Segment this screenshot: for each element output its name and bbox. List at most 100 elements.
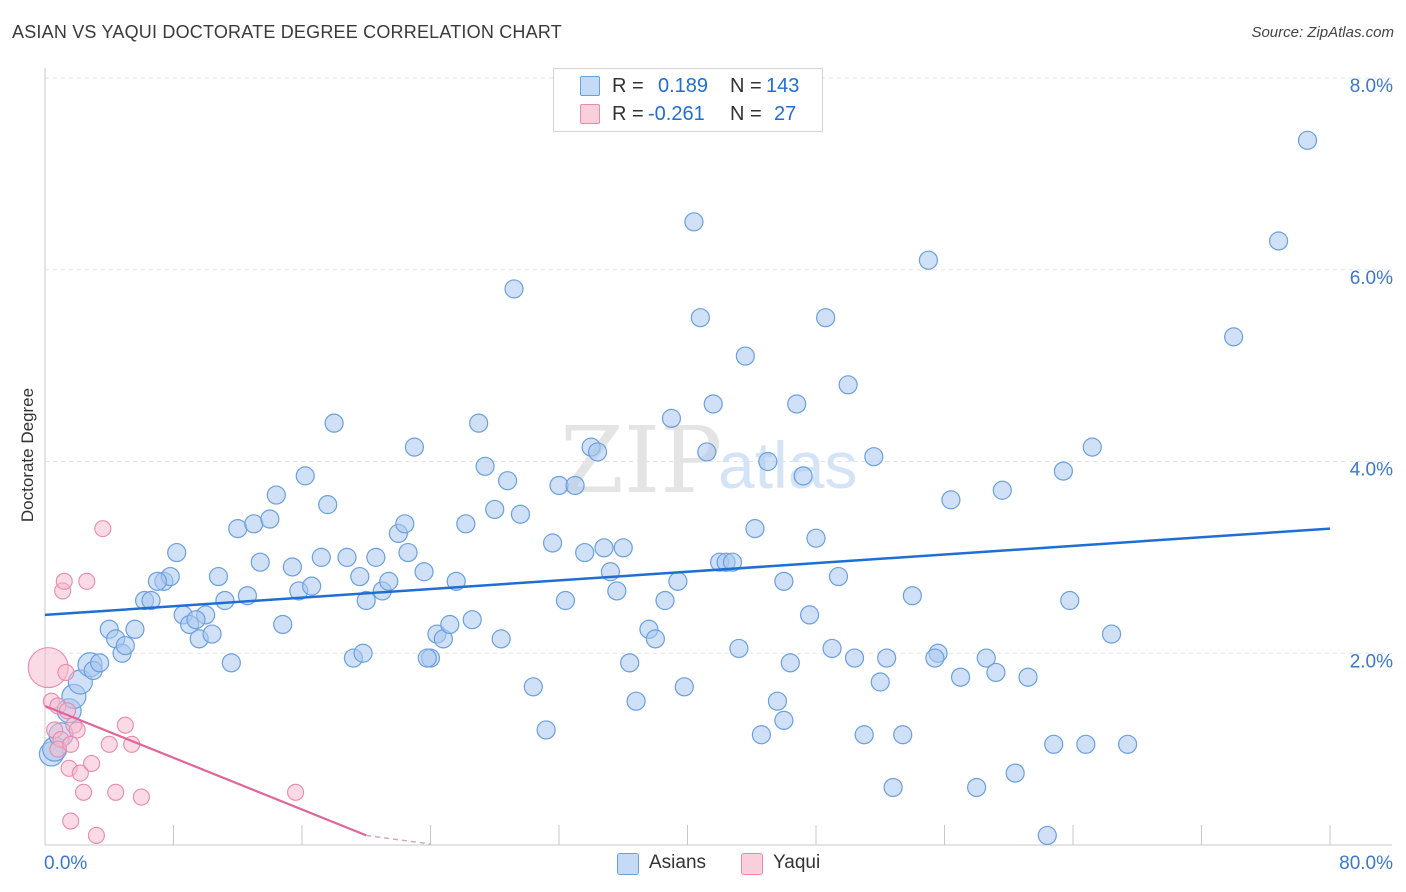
asians-point <box>366 547 386 567</box>
source-label: Source: ZipAtlas.com <box>1251 24 1394 41</box>
y-tick-labels: 2.0% 4.0% 6.0% 8.0% <box>1350 76 1393 672</box>
legend-swatch-yaqui <box>580 104 600 124</box>
asians-point <box>318 495 338 515</box>
asians-point <box>141 590 161 611</box>
legend-r-value: 0.189 <box>658 74 709 97</box>
watermark: ZIP atlas <box>560 407 857 514</box>
asians-point <box>668 571 688 591</box>
asians-trend-line <box>44 527 1331 617</box>
yaqui-point <box>83 754 101 773</box>
yaqui-point <box>71 764 89 782</box>
yaqui-point <box>57 663 75 681</box>
asians-point <box>883 777 903 798</box>
legend-n-label: N = <box>730 102 762 125</box>
series-asians-points <box>38 130 1318 846</box>
yaqui-point <box>107 783 125 801</box>
asians-point <box>404 437 425 457</box>
yaqui-point <box>100 735 118 753</box>
y-tick-label: 6.0% <box>1350 268 1393 289</box>
yaqui-point <box>68 721 86 739</box>
asians-point <box>925 648 945 668</box>
asians-point <box>549 475 569 496</box>
asians-point <box>208 566 229 587</box>
trend-lines <box>44 527 1331 845</box>
asians-point <box>266 485 286 505</box>
legend-n-value: 27 <box>774 102 797 125</box>
asians-point <box>228 519 248 539</box>
asians-point <box>703 394 723 414</box>
asians-point <box>186 610 206 630</box>
asians-point <box>607 581 627 601</box>
yaqui-point <box>287 783 305 801</box>
legend-r-label: R = <box>612 74 644 97</box>
asians-point <box>536 720 556 740</box>
asians-point <box>735 346 755 366</box>
legend-swatch-yaqui <box>741 853 763 875</box>
asians-point <box>745 519 765 539</box>
series-legend: Asians Yaqui <box>0 850 1406 878</box>
series-yaqui-points <box>27 520 305 844</box>
x-tick-label: 0.0% <box>44 853 87 874</box>
axes <box>44 68 1392 846</box>
asians-point <box>645 629 665 649</box>
asians-point <box>767 691 788 711</box>
asians-point <box>504 279 524 299</box>
y-tick-label: 2.0% <box>1350 651 1393 672</box>
asians-point <box>1118 734 1138 754</box>
asians-point <box>1101 624 1122 644</box>
asians-point <box>967 777 987 798</box>
asians-point <box>324 413 344 433</box>
asians-point <box>992 480 1012 500</box>
asians-point <box>1005 763 1025 783</box>
asians-point <box>774 571 794 591</box>
asians-point <box>1018 667 1038 687</box>
asians-point <box>167 542 187 563</box>
asians-point <box>1268 231 1289 251</box>
asians-point <box>440 614 460 635</box>
asians-point <box>1082 437 1102 457</box>
asians-point <box>1053 461 1073 481</box>
asians-point <box>655 590 675 611</box>
asians-point <box>250 552 270 572</box>
asians-point <box>475 456 495 476</box>
asians-point <box>353 643 373 663</box>
asians-point <box>697 442 717 462</box>
asians-point <box>976 648 996 668</box>
yaqui-point <box>132 788 150 806</box>
asians-point <box>626 691 646 711</box>
asians-point <box>295 466 315 486</box>
asians-point <box>780 653 800 673</box>
asians-point <box>793 466 813 486</box>
asians-point <box>902 586 922 606</box>
legend-r-value: -0.261 <box>648 102 705 125</box>
chart-title: ASIAN VS YAQUI DOCTORATE DEGREE CORRELAT… <box>12 22 562 42</box>
asians-point <box>877 648 897 668</box>
asians-point <box>491 629 511 649</box>
asians-point <box>799 605 820 625</box>
asians-point <box>115 635 135 656</box>
asians-point <box>273 614 293 635</box>
asians-point <box>587 442 608 462</box>
legend-swatch-asians <box>617 853 639 875</box>
yaqui-point <box>55 572 73 590</box>
asians-point <box>125 619 145 639</box>
yaqui-point <box>87 826 105 844</box>
yaqui-point <box>116 716 134 734</box>
asians-point <box>260 509 280 529</box>
asians-point <box>147 571 168 591</box>
asians-point <box>202 624 222 644</box>
asians-point <box>498 471 518 491</box>
asians-point <box>575 542 595 563</box>
yaqui-point <box>62 735 80 753</box>
yaqui-point <box>94 520 112 538</box>
asians-point <box>1044 734 1064 754</box>
asians-point <box>523 677 543 697</box>
asians-point <box>456 514 476 534</box>
asians-point <box>822 638 842 659</box>
yaqui-trend-line <box>44 704 367 837</box>
asians-point <box>758 451 778 472</box>
asians-point <box>542 533 563 553</box>
legend-r-label: R = <box>612 102 644 125</box>
legend-label-yaqui: Yaqui <box>773 852 821 873</box>
